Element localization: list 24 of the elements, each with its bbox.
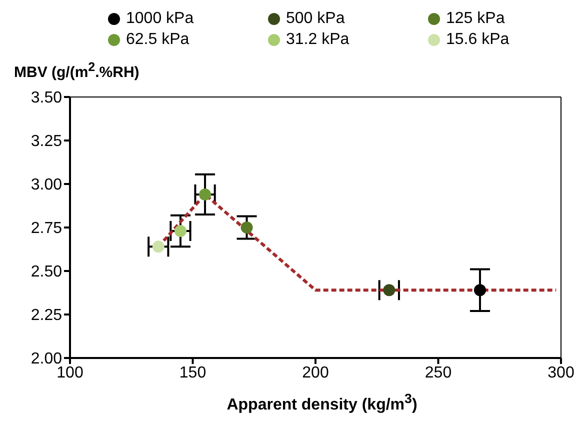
- legend-label: 31.2 kPa: [286, 30, 350, 50]
- y-tick-label: 3.50: [30, 90, 62, 107]
- point: [199, 188, 212, 200]
- x-tick-label: 200: [302, 364, 329, 382]
- y-axis-title: MBV (g/(m$^{2}$.%RH): [14, 60, 140, 83]
- y-tick-label: 2.50: [30, 264, 62, 281]
- point: [174, 224, 186, 237]
- legend-label: 125 kPa: [446, 9, 505, 29]
- y-tick-label: 2.25: [30, 307, 62, 324]
- legend-label: 500 kPa: [286, 9, 345, 29]
- y-tick-label: 3.00: [30, 176, 62, 194]
- x-tick-label: 250: [424, 364, 452, 382]
- point: [383, 284, 396, 296]
- y-tick-label: 2.75: [30, 220, 62, 238]
- x-tick-label: 150: [179, 364, 206, 382]
- x-tick-label: 300: [548, 364, 574, 382]
- point: [240, 222, 253, 234]
- x-axis-title: Apparent density (kg/m$^{3}$): [226, 391, 418, 414]
- legend-label: 1000 kPa: [126, 9, 194, 29]
- legend-label: 15.6 kPa: [446, 30, 510, 50]
- point: [474, 284, 486, 296]
- legend-label: 62.5 kPa: [126, 30, 190, 50]
- y-tick-label: 3.25: [30, 133, 62, 150]
- point: [152, 240, 164, 253]
